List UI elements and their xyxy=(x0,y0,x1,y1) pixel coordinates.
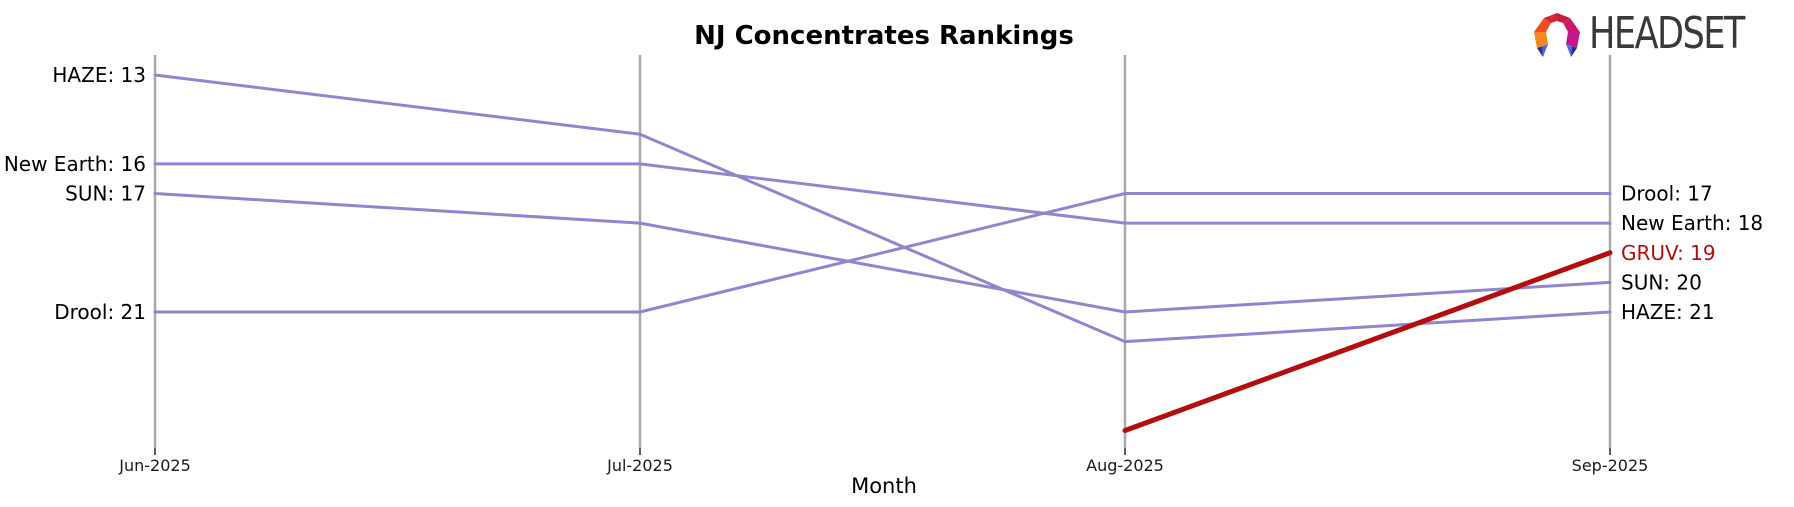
right-rank-label: HAZE: 21 xyxy=(1621,300,1715,324)
headset-logo: HEADSET xyxy=(1531,10,1782,58)
left-rank-label: Drool: 21 xyxy=(54,300,146,324)
rank-line-sun xyxy=(153,192,1612,314)
rank-line-gruv xyxy=(1122,250,1613,433)
right-rank-label: GRUV: 19 xyxy=(1621,241,1716,265)
x-tick-label: Sep-2025 xyxy=(1572,456,1649,475)
x-tick-label: Aug-2025 xyxy=(1086,456,1164,475)
x-tick-label: Jul-2025 xyxy=(606,456,673,475)
x-tick-label: Jun-2025 xyxy=(118,456,191,475)
rank-line-haze xyxy=(153,73,1612,344)
headset-logo-text: HEADSET xyxy=(1588,8,1745,59)
rank-lines xyxy=(153,73,1613,433)
edge-labels: HAZE: 13 New Earth: 16 SUN: 17 Drool: 21 Dro… xyxy=(4,63,1763,324)
rank-line-new-earth xyxy=(153,162,1612,225)
right-rank-label: SUN: 20 xyxy=(1621,270,1702,294)
right-rank-label: Drool: 17 xyxy=(1621,182,1713,206)
chart-title: NJ Concentrates Rankings xyxy=(694,21,1074,51)
rank-line-drool xyxy=(153,192,1612,314)
left-rank-label: HAZE: 13 xyxy=(52,63,146,87)
month-axes: Jun-2025 Jul-2025 Aug-2025 Sep-2025 xyxy=(118,55,1648,475)
left-rank-label: New Earth: 16 xyxy=(4,152,146,176)
headset-logo-icon xyxy=(1533,13,1580,57)
left-rank-label: SUN: 17 xyxy=(65,182,146,206)
right-rank-label: New Earth: 18 xyxy=(1621,211,1763,235)
x-axis-title: Month xyxy=(851,474,917,498)
